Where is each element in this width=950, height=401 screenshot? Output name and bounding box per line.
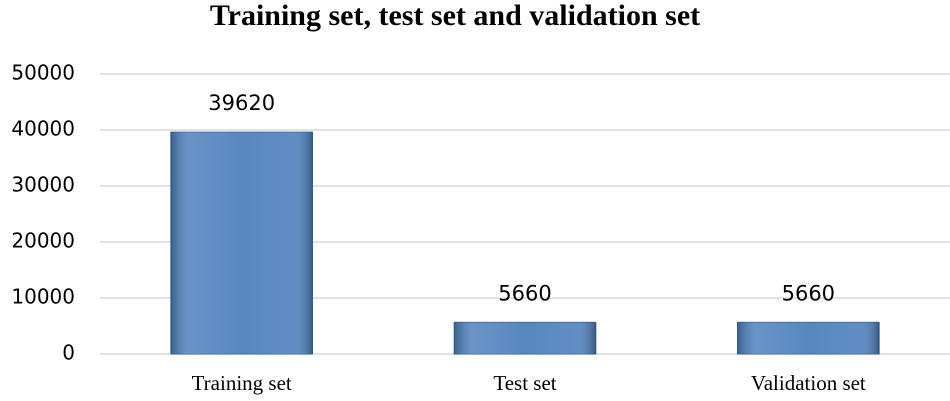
- bar-shading: [170, 132, 313, 354]
- y-tick-label: 0: [62, 341, 75, 365]
- data-label: 5660: [782, 281, 835, 305]
- x-tick-label: Validation set: [751, 371, 866, 395]
- bar-shading: [737, 322, 880, 354]
- y-tick-label: 30000: [11, 173, 75, 197]
- data-label: 5660: [498, 281, 551, 305]
- x-tick-label: Test set: [493, 371, 556, 395]
- x-tick-label: Training set: [192, 371, 292, 395]
- y-tick-label: 10000: [11, 285, 75, 309]
- data-label: 39620: [208, 91, 275, 115]
- bar-shading: [454, 322, 596, 354]
- chart-title: Training set, test set and validation se…: [210, 0, 700, 32]
- y-tick-label: 50000: [11, 61, 75, 85]
- y-tick-label: 40000: [11, 117, 75, 141]
- y-tick-label: 20000: [11, 229, 75, 253]
